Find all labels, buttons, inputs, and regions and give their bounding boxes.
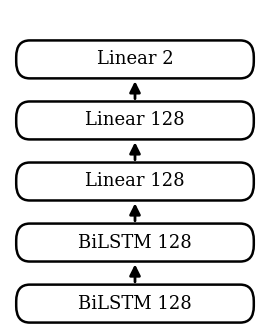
- Text: Linear 128: Linear 128: [85, 173, 185, 190]
- Text: Linear 128: Linear 128: [85, 112, 185, 129]
- Text: Linear 2: Linear 2: [97, 50, 173, 68]
- FancyBboxPatch shape: [16, 162, 254, 200]
- FancyBboxPatch shape: [16, 41, 254, 79]
- FancyBboxPatch shape: [16, 224, 254, 261]
- FancyBboxPatch shape: [16, 102, 254, 140]
- FancyBboxPatch shape: [16, 284, 254, 323]
- Text: BiLSTM 128: BiLSTM 128: [78, 234, 192, 251]
- Text: BiLSTM 128: BiLSTM 128: [78, 295, 192, 313]
